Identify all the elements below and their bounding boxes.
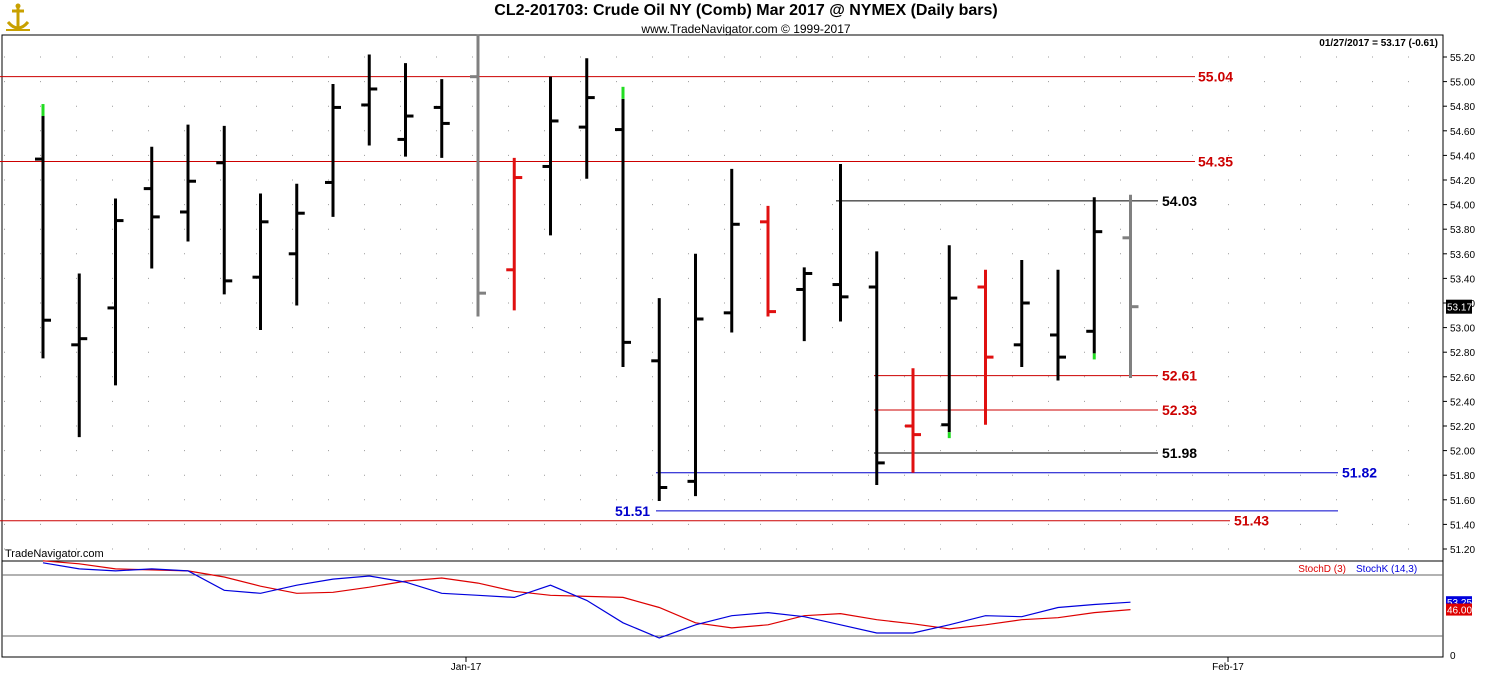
- price-bars: [35, 34, 1139, 502]
- level-label: 51.43: [1234, 513, 1269, 529]
- ohlc-bar: [143, 146, 160, 269]
- ohlc-bar: [905, 368, 921, 473]
- stoch-d-last-label: 46.00: [1447, 606, 1472, 617]
- ohlc-bar: [252, 193, 269, 331]
- y-tick-label: 52.20: [1450, 422, 1475, 433]
- ohlc-bar: [506, 157, 523, 311]
- ohlc-bar: [397, 63, 414, 157]
- ohlc-bar: [832, 164, 849, 322]
- last-price-label: 53.17: [1447, 303, 1472, 314]
- ohlc-bar: [941, 245, 958, 439]
- anchor-logo-icon: [6, 3, 30, 31]
- ohlc-bar: [760, 205, 776, 317]
- y-tick-label: 54.20: [1450, 176, 1475, 187]
- y-tick-label: 51.60: [1450, 496, 1475, 507]
- y-tick-label: 52.60: [1450, 373, 1475, 384]
- stoch-panel: StochD (3) StochK (14,3) 0: [1, 560, 1456, 662]
- x-tick-label: Jan-17: [451, 662, 482, 673]
- price-panel: 01/27/2017 = 53.17 (-0.61) TradeNavigator…: [1, 34, 1444, 657]
- ohlc-bar: [687, 253, 704, 497]
- x-tick-label: Feb-17: [1212, 662, 1244, 673]
- ohlc-bar: [651, 298, 668, 502]
- ohlc-bar: [216, 125, 233, 295]
- ohlc-bar: [796, 267, 813, 342]
- time-axis: Jan-17 Feb-17: [451, 657, 1244, 673]
- stoch-y-tick-label: 0: [1450, 651, 1456, 662]
- y-tick-label: 51.40: [1450, 520, 1475, 531]
- price-grid: [4, 56, 1441, 550]
- y-tick-label: 53.80: [1450, 225, 1475, 236]
- ohlc-bar: [1050, 269, 1066, 381]
- y-tick-label: 52.80: [1450, 348, 1475, 359]
- ohlc-bar: [470, 34, 486, 317]
- last-quote-text: 01/27/2017 = 53.17 (-0.61): [1319, 38, 1438, 49]
- y-tick-label: 51.20: [1450, 545, 1475, 556]
- y-tick-label: 53.40: [1450, 274, 1475, 285]
- price-axis: 55.20 55.00 54.80 54.60 54.40 54.20 54.00 53.80…: [1443, 53, 1475, 556]
- level-label: 51.51: [615, 503, 650, 519]
- ohlc-bar: [180, 124, 196, 242]
- ohlc-bar: [615, 86, 631, 367]
- y-tick-label: 53.00: [1450, 324, 1475, 335]
- ohlc-bar: [325, 84, 341, 217]
- ohlc-bar: [107, 198, 124, 386]
- stoch-panel-border: [1, 560, 1444, 658]
- ohlc-bar: [1013, 259, 1030, 367]
- stoch-d-line: [42, 560, 1131, 630]
- ohlc-bar: [723, 168, 740, 333]
- level-label: 52.33: [1162, 402, 1197, 418]
- level-label: 51.98: [1162, 445, 1197, 461]
- ohlc-bar: [288, 183, 305, 306]
- ohlc-bar: [977, 269, 994, 425]
- ohlc-bar: [1086, 197, 1103, 360]
- ohlc-bar: [35, 104, 51, 359]
- stoch-lines: 53.2546.00: [42, 560, 1472, 639]
- y-tick-label: 52.40: [1450, 397, 1475, 408]
- level-label: 51.82: [1342, 465, 1377, 481]
- level-label: 52.61: [1162, 368, 1197, 384]
- y-tick-label: 54.40: [1450, 151, 1475, 162]
- watermark-text: TradeNavigator.com: [5, 548, 104, 560]
- chart-subtitle: www.TradeNavigator.com © 1999-2017: [641, 22, 851, 36]
- ohlc-bar: [433, 79, 450, 158]
- y-tick-label: 54.00: [1450, 201, 1475, 212]
- y-tick-label: 52.00: [1450, 447, 1475, 458]
- ohlc-bar: [542, 76, 559, 236]
- y-tick-label: 54.80: [1450, 102, 1475, 113]
- price-panel-border: [1, 34, 1444, 562]
- chart-title: CL2-201703: Crude Oil NY (Comb) Mar 2017…: [494, 2, 998, 19]
- ohlc-bar: [1122, 194, 1139, 379]
- y-tick-label: 55.00: [1450, 78, 1475, 89]
- ohlc-bar: [361, 54, 378, 146]
- y-tick-label: 55.20: [1450, 53, 1475, 64]
- stoch-d-last-marker: [1446, 603, 1472, 616]
- legend-stoch-d: StochD (3): [1298, 564, 1346, 575]
- last-price-marker: [1446, 299, 1472, 314]
- ohlc-bar: [71, 273, 88, 438]
- y-tick-label: 54.60: [1450, 127, 1475, 138]
- y-tick-label: 53.60: [1450, 250, 1475, 261]
- level-label: 54.03: [1162, 193, 1197, 209]
- y-tick-label: 51.80: [1450, 471, 1475, 482]
- level-lines: 55.04 54.35 54.03 52.61 52.33 51.98 51.82 51.51…: [0, 69, 1377, 529]
- level-label: 54.35: [1198, 154, 1233, 170]
- ohlc-bar: [578, 58, 595, 179]
- level-label: 55.04: [1198, 69, 1233, 85]
- legend-stoch-k: StochK (14,3): [1356, 564, 1417, 575]
- stoch-k-line: [42, 562, 1131, 639]
- ohlc-bar: [868, 251, 885, 486]
